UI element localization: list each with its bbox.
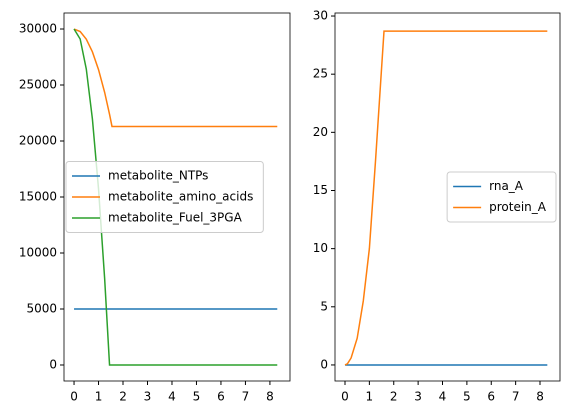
legend-box [446, 171, 557, 223]
x-tick-label: 7 [242, 390, 250, 404]
x-tick-label: 5 [193, 390, 201, 404]
x-tick-label: 4 [168, 390, 176, 404]
x-tick-label: 1 [95, 390, 103, 404]
x-tick-label: 5 [463, 390, 471, 404]
x-tick-label: 2 [390, 390, 398, 404]
x-tick-label: 3 [414, 390, 422, 404]
series-line [73, 28, 278, 366]
x-tick-label: 2 [119, 390, 127, 404]
x-tick-label: 6 [487, 390, 495, 404]
y-tick-label: 20000 [19, 134, 57, 148]
x-tick-label: 1 [366, 390, 374, 404]
series-line [73, 28, 278, 128]
series-line [344, 30, 548, 366]
axes-frame [63, 12, 291, 382]
legend-label: metabolite_amino_acids [108, 190, 253, 204]
y-tick-label: 10000 [19, 245, 57, 259]
x-tick-label: 0 [70, 390, 78, 404]
x-tick-label: 8 [536, 390, 544, 404]
axes-frame [334, 12, 561, 382]
y-tick-label: 30 [313, 9, 328, 23]
y-tick-label: 15000 [19, 190, 57, 204]
legend-label: protein_A [489, 200, 547, 214]
y-tick-label: 25000 [19, 78, 57, 92]
x-tick-label: 6 [217, 390, 225, 404]
x-tick-label: 7 [512, 390, 520, 404]
legend-label: rna_A [489, 179, 524, 193]
legend-label: metabolite_Fuel_3PGA [108, 211, 243, 225]
x-tick-label: 0 [341, 390, 349, 404]
y-tick-label: 5000 [26, 301, 57, 315]
y-tick-label: 15 [313, 183, 328, 197]
y-tick-label: 5 [320, 299, 328, 313]
y-tick-label: 25 [313, 67, 328, 81]
y-tick-label: 30000 [19, 22, 57, 36]
y-tick-label: 20 [313, 125, 328, 139]
y-tick-label: 10 [313, 241, 328, 255]
y-tick-label: 0 [49, 357, 57, 371]
legend-label: metabolite_NTPs [108, 169, 208, 183]
x-tick-label: 4 [439, 390, 447, 404]
x-tick-label: 3 [144, 390, 152, 404]
x-tick-label: 8 [266, 390, 274, 404]
y-tick-label: 0 [320, 357, 328, 371]
legend-box [65, 161, 264, 233]
